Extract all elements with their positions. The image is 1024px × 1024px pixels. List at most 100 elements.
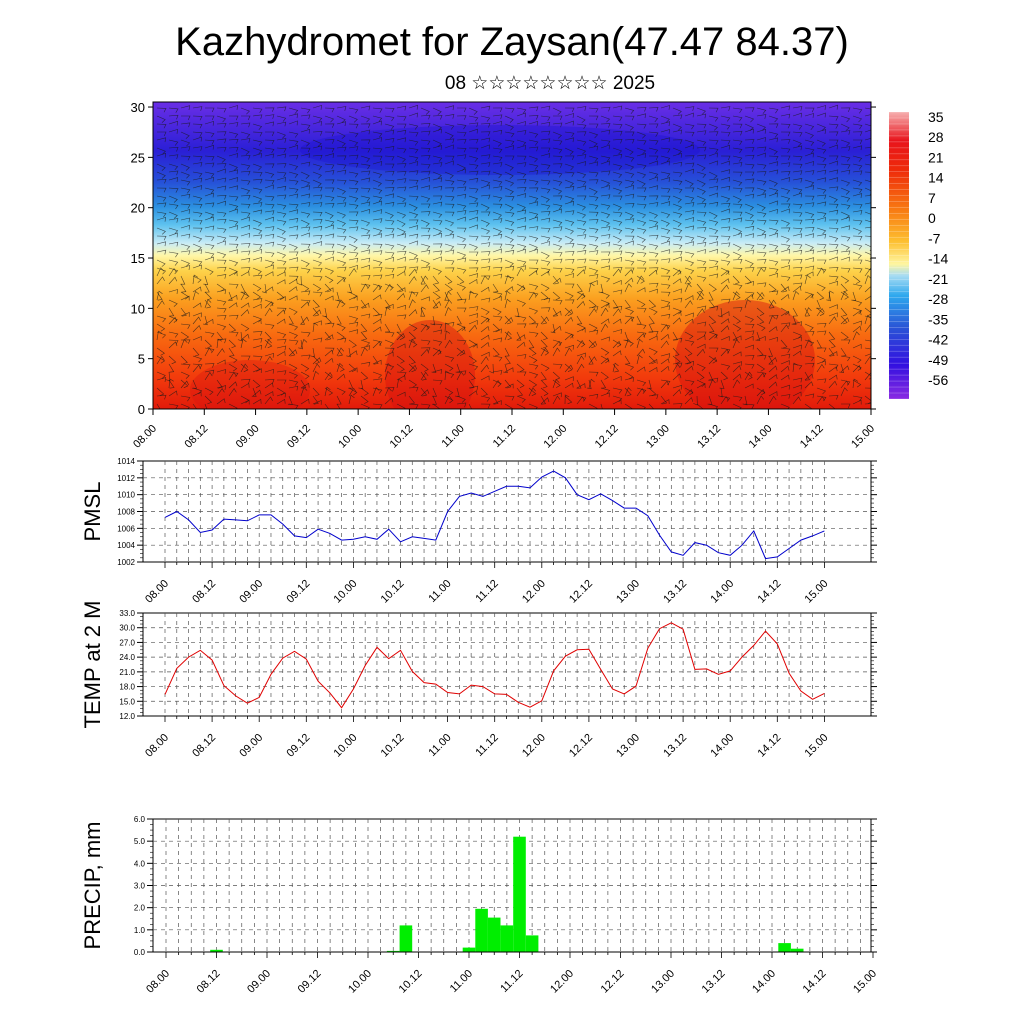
wind-barb [504,316,514,325]
wind-barb [732,217,743,223]
wind-barb [600,336,610,342]
wind-barb [420,122,431,128]
wind-barb [456,154,467,159]
wind-barb [852,123,863,130]
wind-barb [384,107,395,113]
wind-barb [816,308,825,317]
wind-barb [156,163,166,171]
wind-barb [792,344,802,350]
wind-barb [372,187,383,194]
pmsl-series-line [164,470,825,560]
wind-barb [804,331,815,336]
wind-barb [288,275,299,281]
wind-barb [300,283,310,292]
wind-barb [408,185,419,191]
wind-barb [588,139,598,147]
wind-barb [180,259,190,267]
wind-barb [828,280,838,286]
wind-barb [456,210,467,215]
wind-barb [372,294,382,301]
wind-barb [696,211,707,217]
wind-barb [864,171,871,173]
wind-barb [324,107,335,113]
wind-barb [636,267,647,273]
wind-barb [732,195,742,203]
wind-barb [612,147,623,155]
wind-barb [420,363,429,372]
wind-barb [228,381,238,389]
wind-barb [228,347,235,357]
wind-barb [384,273,395,279]
wind-barb [744,128,754,134]
wind-barb [456,326,466,333]
wind-barb [852,145,863,151]
wind-barb [444,219,455,227]
wind-barb [552,208,562,214]
wind-barb [516,265,527,271]
wind-barb [528,106,539,112]
wind-barb [516,299,526,307]
wind-barb [528,155,539,163]
wind-barb [348,329,359,335]
wind-barb [552,147,563,154]
wind-barb [360,347,368,357]
wind-barb [792,243,803,249]
wind-barb [636,275,645,285]
wind-barb [456,147,467,153]
wind-barb [228,314,239,320]
wind-barb [348,264,358,270]
wind-barb [564,333,574,341]
wind-barb [600,155,611,162]
wind-barb [528,283,539,290]
wind-barb [756,251,767,257]
wind-barb [732,227,742,235]
wind-barb [492,233,503,239]
wind-barb [264,241,275,247]
wind-barb [264,379,275,384]
wind-barb [744,383,754,389]
temp-x-tick-label: 11.12 [473,732,500,759]
wind-barb [432,145,443,150]
wind-barb [288,113,299,119]
cs-x-tick-label: 08.00 [131,423,159,451]
wind-barb [204,363,215,368]
wind-barb [300,202,311,207]
pmsl-x-tick-label: 11.00 [426,578,453,605]
wind-barb [792,336,802,342]
wind-barb [540,251,550,259]
wind-barb [252,315,263,323]
wind-barb [504,379,512,389]
wind-barb [505,155,515,161]
wind-barb [408,225,419,231]
wind-barb [660,105,670,110]
wind-barb [264,210,275,215]
wind-barb [804,257,815,263]
wind-barb [420,259,430,267]
wind-barb [276,271,286,277]
wind-barb [756,282,767,288]
wind-barb [564,120,574,126]
wind-barb [432,349,442,357]
wind-barb [480,154,491,159]
wind-barb [240,257,251,263]
wind-barb [300,315,305,325]
wind-barb [444,355,455,362]
pmsl-y-tick-label: 1014 [117,457,135,466]
wind-barb [168,339,179,345]
wind-barb [552,291,561,301]
wind-barb [828,380,838,389]
wind-barb [492,355,503,362]
wind-barb [420,371,427,381]
wind-barb [672,403,683,408]
wind-barb [240,378,251,384]
wind-barb [492,337,503,343]
wind-barb [228,363,238,372]
wind-barb [444,105,455,111]
wind-barb [468,107,478,115]
wind-barb [348,115,358,123]
wind-barb [636,113,647,119]
wind-barb [792,285,802,293]
wind-barb [300,139,310,147]
wind-barb [360,201,371,207]
